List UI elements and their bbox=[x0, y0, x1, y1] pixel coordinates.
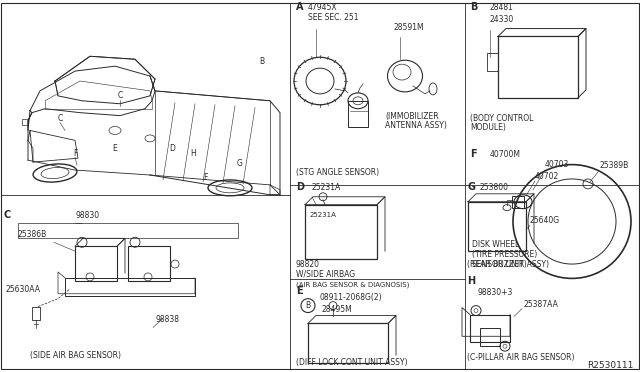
Text: (BODY CONTROL: (BODY CONTROL bbox=[470, 113, 533, 123]
Bar bbox=[468, 202, 526, 251]
Text: 47945X: 47945X bbox=[308, 3, 338, 12]
Text: (REAR BUZZER ASSY): (REAR BUZZER ASSY) bbox=[467, 260, 549, 269]
Text: W/SIDE AIRBAG: W/SIDE AIRBAG bbox=[296, 270, 355, 279]
Text: (IMMOBILIZER: (IMMOBILIZER bbox=[385, 112, 438, 121]
Text: 98830: 98830 bbox=[75, 211, 99, 219]
Text: (DIFF LOCK CONT UNIT ASSY): (DIFF LOCK CONT UNIT ASSY) bbox=[296, 358, 408, 367]
Text: 25630AA: 25630AA bbox=[6, 285, 41, 294]
Bar bbox=[498, 36, 578, 98]
Text: (STG ANGLE SENSOR): (STG ANGLE SENSOR) bbox=[296, 168, 379, 177]
Text: B: B bbox=[470, 2, 477, 12]
Text: DISK WHEEL: DISK WHEEL bbox=[472, 240, 519, 249]
Bar bbox=[18, 224, 238, 238]
Bar bbox=[487, 53, 498, 71]
Text: C: C bbox=[117, 92, 123, 100]
Bar bbox=[32, 307, 40, 320]
Text: ANTENNA ASSY): ANTENNA ASSY) bbox=[385, 122, 447, 131]
Text: 25387AA: 25387AA bbox=[524, 299, 559, 309]
Text: R2530111: R2530111 bbox=[588, 361, 634, 370]
Text: (AIR BAG SENSOR & DIAGNOSIS): (AIR BAG SENSOR & DIAGNOSIS) bbox=[296, 282, 410, 288]
Text: 25231A: 25231A bbox=[312, 183, 341, 192]
Bar bbox=[512, 196, 524, 208]
Text: 28495M: 28495M bbox=[322, 305, 353, 314]
Text: C: C bbox=[58, 114, 63, 123]
Text: 08911-2068G(2): 08911-2068G(2) bbox=[320, 293, 383, 302]
Text: H: H bbox=[190, 149, 196, 158]
Text: F: F bbox=[203, 173, 207, 183]
Text: 24330: 24330 bbox=[490, 15, 515, 24]
Bar bbox=[65, 278, 195, 296]
Text: C: C bbox=[4, 209, 12, 219]
Text: D: D bbox=[296, 182, 304, 192]
Text: F: F bbox=[73, 149, 77, 158]
Text: E: E bbox=[113, 144, 117, 153]
Bar bbox=[480, 328, 500, 346]
Text: (C-PILLAR AIR BAG SENSOR): (C-PILLAR AIR BAG SENSOR) bbox=[467, 353, 575, 362]
Text: 40702: 40702 bbox=[535, 172, 559, 181]
Text: 253800: 253800 bbox=[480, 183, 509, 192]
Text: 25386B: 25386B bbox=[18, 230, 47, 239]
Text: 25389B: 25389B bbox=[600, 161, 629, 170]
Text: B: B bbox=[305, 301, 310, 310]
Bar bbox=[75, 246, 117, 281]
Text: 98820: 98820 bbox=[296, 260, 320, 269]
Text: 98838: 98838 bbox=[155, 315, 179, 324]
Text: 40700M: 40700M bbox=[490, 150, 521, 159]
Text: 25640G: 25640G bbox=[530, 217, 560, 225]
Text: (TIRE PRESSURE): (TIRE PRESSURE) bbox=[472, 250, 537, 259]
Text: G: G bbox=[237, 158, 243, 168]
Text: 28591M: 28591M bbox=[393, 23, 424, 32]
Bar bbox=[128, 246, 170, 281]
Text: 25231A: 25231A bbox=[310, 212, 337, 218]
Bar bbox=[305, 205, 377, 259]
Text: F: F bbox=[470, 149, 477, 159]
Bar bbox=[308, 323, 388, 363]
Text: 40703: 40703 bbox=[545, 160, 570, 169]
Text: (SIDE AIR BAG SENSOR): (SIDE AIR BAG SENSOR) bbox=[30, 351, 121, 360]
Bar bbox=[470, 314, 510, 342]
Text: MODULE): MODULE) bbox=[470, 124, 506, 132]
Text: A: A bbox=[296, 2, 303, 12]
Text: H: H bbox=[467, 276, 475, 286]
Text: E: E bbox=[296, 286, 303, 296]
Text: D: D bbox=[169, 144, 175, 153]
Text: G: G bbox=[467, 182, 475, 192]
Text: B: B bbox=[259, 57, 264, 66]
Bar bbox=[348, 101, 368, 126]
Text: 28481: 28481 bbox=[490, 3, 514, 12]
Text: 98830+3: 98830+3 bbox=[478, 288, 513, 297]
Text: SENSOR UNIT): SENSOR UNIT) bbox=[472, 260, 527, 269]
Text: SEE SEC. 251: SEE SEC. 251 bbox=[308, 13, 358, 22]
